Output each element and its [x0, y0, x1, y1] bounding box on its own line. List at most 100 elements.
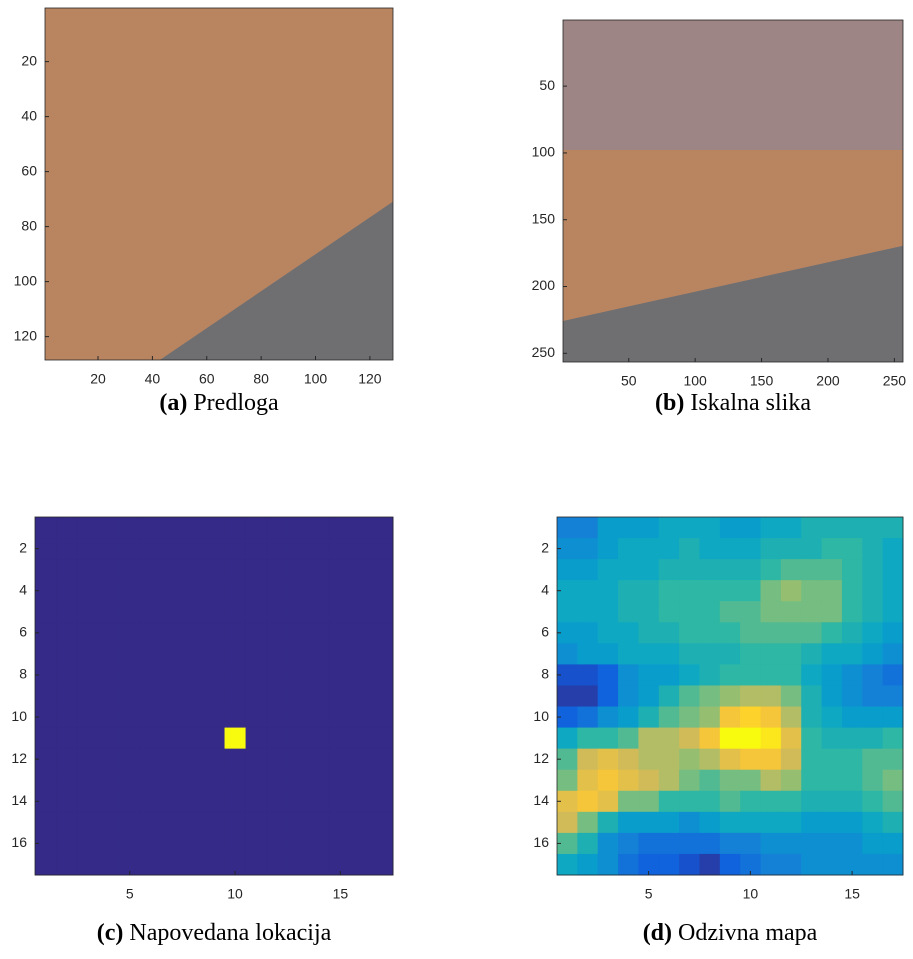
heat-cell — [822, 770, 843, 792]
heat-cell — [182, 854, 204, 876]
heat-cell — [557, 685, 578, 707]
heat-cell — [267, 664, 289, 686]
heat-cell — [119, 728, 141, 750]
heat-cell — [883, 833, 904, 855]
heat-cell — [842, 791, 863, 813]
heat-cell — [679, 664, 700, 686]
heat-cell — [56, 770, 78, 792]
heat-cell — [822, 749, 843, 771]
heat-cell — [56, 707, 78, 729]
heat-cell — [883, 664, 904, 686]
heat-cell — [182, 770, 204, 792]
heat-cell — [842, 643, 863, 665]
heat-cell — [288, 601, 310, 623]
heat-cell — [557, 643, 578, 665]
heat-cell — [351, 833, 373, 855]
heat-cell — [822, 580, 843, 602]
heat-cell — [801, 770, 822, 792]
heat-cell — [598, 707, 619, 729]
heat-cell — [577, 580, 598, 602]
heat-cell — [679, 559, 700, 581]
heat-cell — [720, 559, 741, 581]
heat-cell — [161, 791, 183, 813]
heat-cell — [309, 791, 331, 813]
heat-cell — [842, 728, 863, 750]
heat-cell — [288, 622, 310, 644]
heat-cell — [638, 559, 659, 581]
heat-cell — [618, 517, 639, 539]
heat-cell — [638, 517, 659, 539]
heat-cell — [119, 580, 141, 602]
heat-cell — [35, 728, 57, 750]
y-tick-label: 6 — [19, 624, 27, 640]
heat-cell — [883, 728, 904, 750]
heat-cell — [56, 854, 78, 876]
heat-cell — [577, 812, 598, 834]
heat-cell — [659, 538, 680, 560]
x-tick-label: 80 — [253, 371, 269, 387]
heat-cell — [659, 770, 680, 792]
heat-cell — [225, 728, 247, 750]
heat-cell — [577, 559, 598, 581]
heat-cell — [598, 833, 619, 855]
heat-cell — [577, 833, 598, 855]
heat-cell — [577, 517, 598, 539]
heat-cell — [679, 643, 700, 665]
heat-cell — [638, 685, 659, 707]
heat-cell — [862, 580, 883, 602]
heat-cell — [140, 580, 162, 602]
heat-cell — [822, 685, 843, 707]
heat-cell — [659, 685, 680, 707]
heat-cell — [781, 749, 802, 771]
heat-cell — [309, 749, 331, 771]
heat-cell — [351, 854, 373, 876]
heat-cell — [781, 643, 802, 665]
heat-cell — [372, 770, 394, 792]
x-tick-label: 5 — [126, 886, 134, 902]
heat-cell — [161, 749, 183, 771]
caption-text: Odzivna mapa — [678, 920, 818, 946]
heat-cell — [699, 791, 720, 813]
y-tick-label: 16 — [11, 834, 27, 850]
heat-cell — [720, 749, 741, 771]
heat-cell — [801, 812, 822, 834]
heat-cell — [351, 812, 373, 834]
heat-cell — [862, 833, 883, 855]
heat-cell — [618, 854, 639, 876]
heat-cell — [267, 601, 289, 623]
heat-cell — [720, 728, 741, 750]
heat-cell — [761, 580, 782, 602]
heat-cell — [638, 580, 659, 602]
heat-cell — [77, 601, 99, 623]
heat-cell — [77, 770, 99, 792]
heat-cell — [56, 833, 78, 855]
heat-cell — [862, 643, 883, 665]
heat-cell — [98, 517, 120, 539]
heat-cell — [161, 707, 183, 729]
heat-cell — [761, 728, 782, 750]
heat-cell — [699, 749, 720, 771]
heat-cell — [351, 728, 373, 750]
heat-cell — [372, 728, 394, 750]
caption-label: (b) — [655, 390, 684, 416]
heat-cell — [267, 559, 289, 581]
heat-cell — [56, 664, 78, 686]
heat-cell — [267, 833, 289, 855]
heat-cell — [98, 833, 120, 855]
heat-cell — [618, 601, 639, 623]
heat-cell — [288, 833, 310, 855]
heat-cell — [203, 580, 225, 602]
heat-cell — [740, 517, 761, 539]
heat-cell — [801, 517, 822, 539]
heat-cell — [659, 749, 680, 771]
heat-cell — [98, 538, 120, 560]
heat-cell — [161, 812, 183, 834]
heat-cell — [330, 580, 352, 602]
heat-cell — [351, 559, 373, 581]
heat-cell — [203, 517, 225, 539]
heat-cell — [140, 685, 162, 707]
heat-cell — [659, 854, 680, 876]
heat-cell — [679, 728, 700, 750]
caption: (a) Predloga — [159, 390, 279, 416]
y-tick-label: 14 — [533, 792, 549, 808]
